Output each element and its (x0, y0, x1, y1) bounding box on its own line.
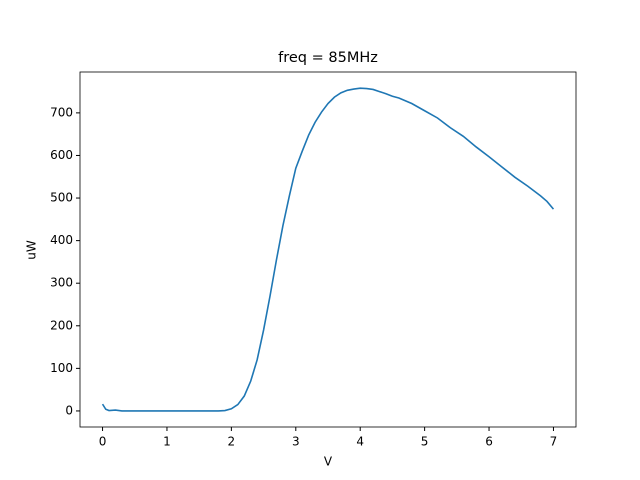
x-tick-label: 0 (99, 435, 107, 449)
x-axis-label: V (324, 455, 333, 469)
y-tick-label: 200 (50, 318, 73, 332)
y-tick-label: 600 (50, 148, 73, 162)
x-tick-label: 5 (421, 435, 429, 449)
axes-frame (79, 71, 577, 428)
x-tick-label: 1 (163, 435, 171, 449)
y-tick-label: 100 (50, 361, 73, 375)
y-tick-label: 500 (50, 191, 73, 205)
x-tick-label: 7 (550, 435, 558, 449)
y-tick-label: 700 (50, 105, 73, 119)
x-tick-label: 6 (485, 435, 493, 449)
y-axis-label: uW (25, 240, 39, 260)
chart-title: freq = 85MHz (278, 50, 378, 66)
y-tick-label: 0 (65, 403, 73, 417)
data-line (101, 87, 555, 412)
y-tick-label: 400 (50, 233, 73, 247)
x-tick-label: 3 (292, 435, 300, 449)
x-tick-label: 2 (228, 435, 236, 449)
x-tick-label: 4 (356, 435, 364, 449)
y-tick-label: 300 (50, 276, 73, 290)
